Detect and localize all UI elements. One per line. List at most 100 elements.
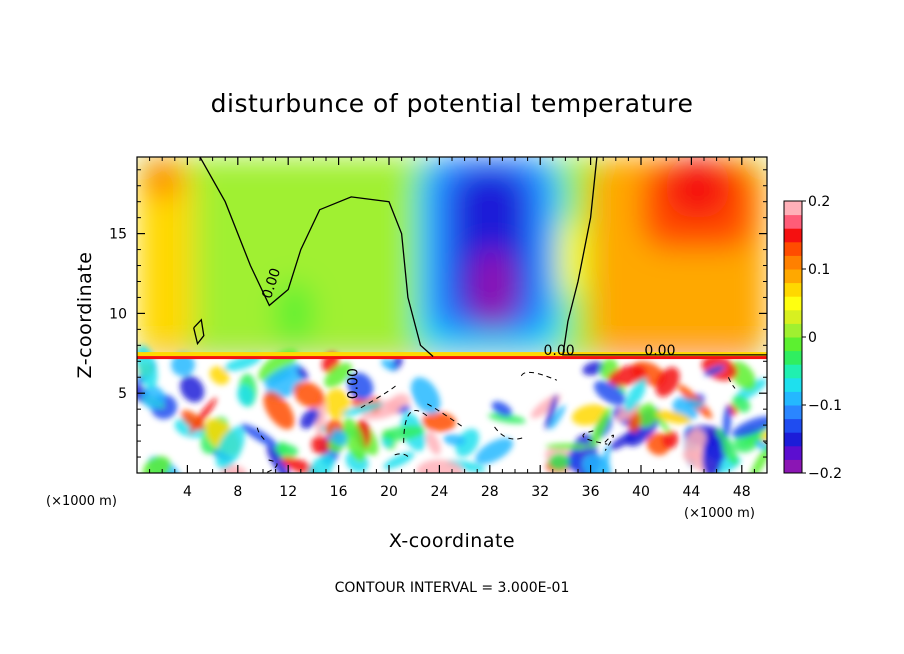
contour-label: 0.00 <box>346 368 362 399</box>
colorbar-tick-label: 0.1 <box>808 262 830 278</box>
contour-line-negative <box>604 434 615 451</box>
y-axis-units: (×1000 m) <box>46 494 117 509</box>
turbulence-blob <box>237 384 254 407</box>
heatmap-fields <box>137 157 767 365</box>
colorbar-swatch <box>784 323 802 338</box>
turbulence-blob <box>548 453 570 471</box>
turbulence-blob <box>171 353 195 377</box>
contour-interval-label: CONTOUR INTERVAL = 3.000E-01 <box>335 580 570 596</box>
turbulence-blob <box>647 401 670 434</box>
turbulence-blob <box>416 459 464 473</box>
turbulence-blob <box>731 416 767 438</box>
turbulence-blob <box>549 404 566 430</box>
turbulence-blob <box>342 417 366 462</box>
y-tick-label: 5 <box>118 386 127 402</box>
turbulence-blob <box>276 441 289 455</box>
contour-line-negative <box>727 377 736 389</box>
turbulence-blob <box>722 405 732 438</box>
colorbar-swatch <box>784 241 802 256</box>
turbulence-blob <box>589 407 612 449</box>
x-tick-label: 32 <box>531 484 549 500</box>
lower-layer <box>137 345 767 473</box>
turbulence-blob <box>181 410 205 431</box>
turbulence-blob <box>209 366 230 385</box>
chart-title: disturbunce of potential temperature <box>211 89 694 118</box>
turbulence-blob <box>324 362 352 388</box>
turbulence-blob <box>443 434 466 446</box>
colorbar-swatch <box>784 377 802 392</box>
turbulence-blob <box>347 372 374 401</box>
contour-line-negative <box>264 459 278 473</box>
contour-label: 0.00 <box>644 343 675 359</box>
turbulence-blob <box>602 445 610 473</box>
turbulence-blob <box>215 426 245 470</box>
contour-line <box>562 157 767 356</box>
turbulence-blob <box>491 401 512 417</box>
heatmap-region <box>137 157 194 359</box>
turbulence-blob <box>381 358 396 371</box>
contour-label: 0.00 <box>544 343 575 359</box>
x-tick-label: 16 <box>330 484 348 500</box>
x-tick-label: 44 <box>682 484 700 500</box>
turbulence-blob <box>684 428 707 461</box>
colorbar-swatch <box>784 282 802 297</box>
x-tick-label: 24 <box>430 484 448 500</box>
x-tick-label: 28 <box>481 484 499 500</box>
turbulence-blob <box>263 363 300 386</box>
y-tick-label: 15 <box>109 227 127 243</box>
colorbar-swatch <box>784 337 802 352</box>
turbulence-blob <box>425 431 441 455</box>
turbulence-blob <box>545 394 558 430</box>
contour-line-negative <box>520 371 557 381</box>
turbulence-blob <box>311 435 330 455</box>
colorbar-swatch <box>784 350 802 365</box>
heatmap-region <box>666 157 730 218</box>
turbulence-blob <box>179 375 205 403</box>
x-tick-label: 8 <box>233 484 242 500</box>
turbulence-blob <box>607 365 647 387</box>
x-tick-label: 20 <box>380 484 398 500</box>
turbulence-blob <box>383 452 415 470</box>
turbulence-blob <box>582 361 605 376</box>
x-axis-units: (×1000 m) <box>684 506 755 521</box>
colorbar-swatch <box>784 214 802 229</box>
colorbar-swatch <box>784 445 802 460</box>
turbulence-blob <box>266 445 291 473</box>
colorbar-tick-label: 0 <box>808 330 817 346</box>
colorbar-swatch <box>784 459 802 474</box>
contour-line-negative <box>494 426 527 440</box>
colorbar-tick-label: −0.2 <box>808 466 842 482</box>
turbulence-blob <box>624 377 647 412</box>
turbulence-blob <box>421 411 457 432</box>
turbulence-blob <box>488 413 526 424</box>
heatmap-region <box>559 217 585 298</box>
colorbar-swatch <box>784 418 802 433</box>
tropopause-band <box>137 356 767 360</box>
turbulence-blob <box>475 438 514 465</box>
heatmap-plot-area: 0.000.00 0.000.00 <box>137 157 767 473</box>
turbulence-blob <box>324 388 351 419</box>
contour-line <box>193 318 205 346</box>
x-tick-label: 40 <box>632 484 650 500</box>
contour-line-negative <box>403 410 428 445</box>
y-axis: 5 10 15 <box>109 169 767 458</box>
contour-lines: 0.000.00 0.000.00 <box>193 157 767 473</box>
colorbar-swatch <box>784 309 802 324</box>
turbulence-blob <box>732 395 751 413</box>
contour-line-negative <box>582 430 608 445</box>
turbulence-blob <box>331 429 347 446</box>
turbulence-blob <box>293 381 325 409</box>
turbulence-blob <box>593 380 626 406</box>
turbulence-blob <box>263 391 295 430</box>
heatmap-region <box>143 157 182 199</box>
colorbar-swatch <box>784 228 802 243</box>
colorbar: 0.2 0.1 0 −0.1 −0.2 <box>783 194 842 482</box>
turbulence-blob <box>300 408 320 429</box>
y-axis-label: Z-coordinate <box>74 252 96 379</box>
turbulence-blob <box>655 367 680 397</box>
turbulence-blob <box>545 443 590 450</box>
tropopause-band <box>137 352 767 358</box>
turbulence-blob <box>704 365 725 376</box>
turbulence-blob <box>564 453 581 470</box>
